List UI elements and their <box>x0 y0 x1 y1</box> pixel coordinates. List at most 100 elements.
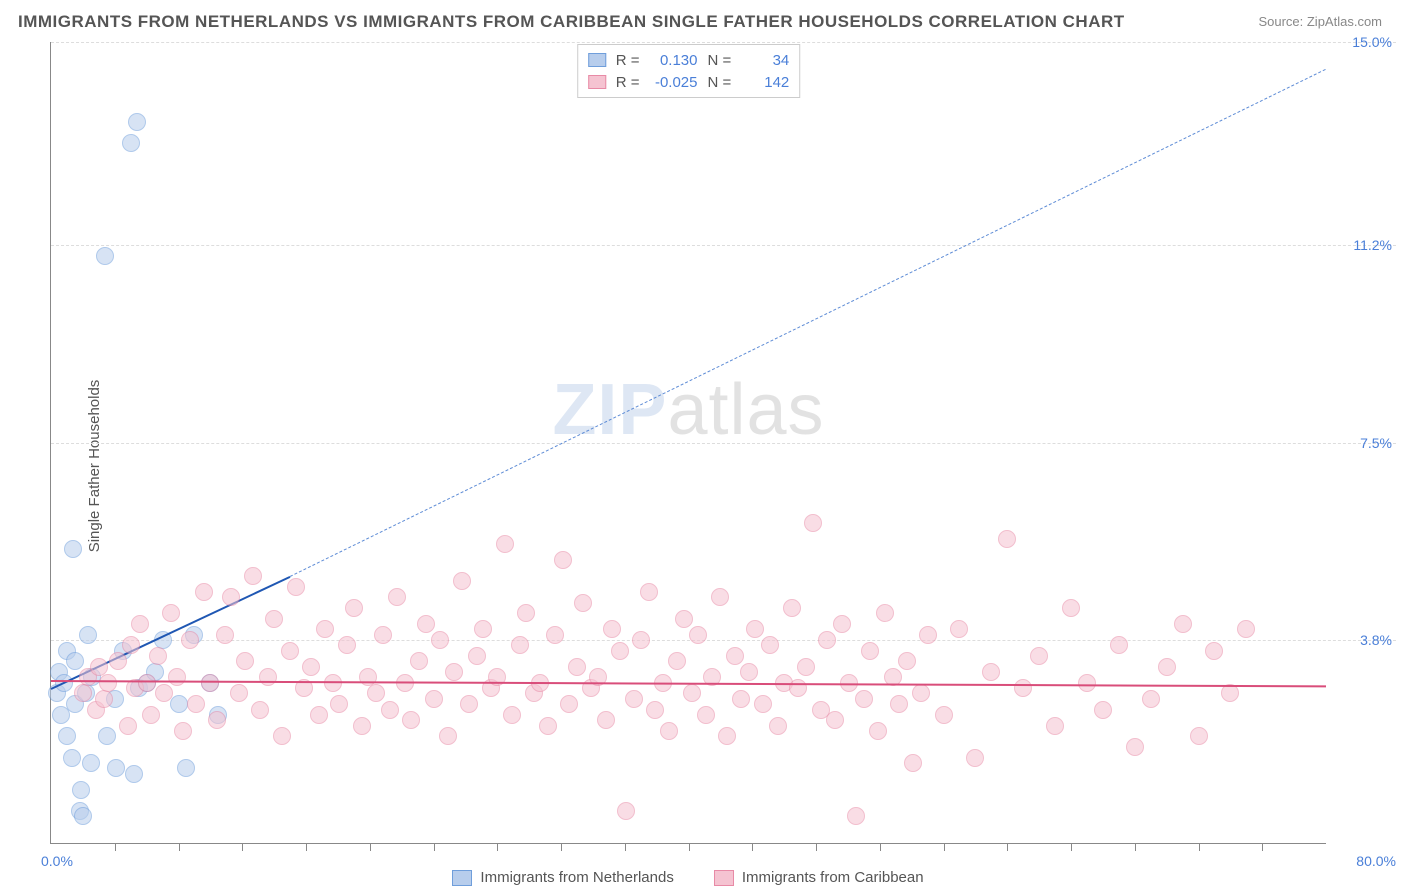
scatter-point-caribbean <box>876 604 894 622</box>
scatter-point-caribbean <box>617 802 635 820</box>
scatter-point-netherlands <box>128 113 146 131</box>
scatter-point-caribbean <box>890 695 908 713</box>
scatter-point-netherlands <box>82 754 100 772</box>
scatter-point-caribbean <box>1110 636 1128 654</box>
scatter-point-caribbean <box>402 711 420 729</box>
scatter-point-caribbean <box>904 754 922 772</box>
scatter-point-netherlands <box>107 759 125 777</box>
scatter-point-caribbean <box>131 615 149 633</box>
scatter-point-caribbean <box>417 615 435 633</box>
scatter-point-netherlands <box>122 134 140 152</box>
legend-label: Immigrants from Netherlands <box>480 869 673 886</box>
scatter-point-caribbean <box>195 583 213 601</box>
scatter-point-caribbean <box>726 647 744 665</box>
x-tick <box>370 843 371 851</box>
scatter-point-caribbean <box>568 658 586 676</box>
scatter-point-caribbean <box>109 652 127 670</box>
gridline <box>51 640 1396 641</box>
scatter-point-caribbean <box>611 642 629 660</box>
scatter-point-caribbean <box>982 663 1000 681</box>
x-tick <box>689 843 690 851</box>
x-tick <box>179 843 180 851</box>
scatter-point-caribbean <box>208 711 226 729</box>
scatter-point-caribbean <box>560 695 578 713</box>
x-tick <box>561 843 562 851</box>
correlation-stats-box: R = 0.130 N = 34 R = -0.025 N = 142 <box>577 44 801 98</box>
scatter-point-caribbean <box>1078 674 1096 692</box>
n-value: 34 <box>741 52 789 69</box>
scatter-point-netherlands <box>79 626 97 644</box>
r-value: -0.025 <box>650 74 698 91</box>
scatter-point-caribbean <box>244 567 262 585</box>
scatter-point-caribbean <box>496 535 514 553</box>
scatter-point-caribbean <box>833 615 851 633</box>
scatter-point-caribbean <box>95 690 113 708</box>
scatter-point-caribbean <box>251 701 269 719</box>
y-tick-label: 15.0% <box>1352 34 1392 50</box>
scatter-point-caribbean <box>425 690 443 708</box>
x-tick <box>880 843 881 851</box>
legend-item-caribbean: Immigrants from Caribbean <box>714 869 924 886</box>
scatter-point-caribbean <box>869 722 887 740</box>
chart-container: Single Father Households ZIPatlas R = 0.… <box>0 40 1406 892</box>
scatter-point-netherlands <box>58 727 76 745</box>
x-tick <box>1262 843 1263 851</box>
x-max-label: 80.0% <box>1356 853 1396 869</box>
x-tick <box>1071 843 1072 851</box>
scatter-point-caribbean <box>539 717 557 735</box>
r-label: R = <box>616 74 640 91</box>
x-origin-label: 0.0% <box>41 853 73 869</box>
gridline <box>51 42 1396 43</box>
scatter-point-caribbean <box>74 684 92 702</box>
scatter-point-caribbean <box>711 588 729 606</box>
x-tick <box>497 843 498 851</box>
scatter-point-netherlands <box>98 727 116 745</box>
y-tick-label: 7.5% <box>1360 435 1392 451</box>
scatter-point-caribbean <box>769 717 787 735</box>
y-tick-label: 3.8% <box>1360 632 1392 648</box>
scatter-point-netherlands <box>72 781 90 799</box>
scatter-point-caribbean <box>281 642 299 660</box>
plot-area: ZIPatlas R = 0.130 N = 34 R = -0.025 N =… <box>50 42 1326 844</box>
scatter-point-caribbean <box>353 717 371 735</box>
scatter-point-caribbean <box>330 695 348 713</box>
scatter-point-caribbean <box>546 626 564 644</box>
scatter-point-caribbean <box>632 631 650 649</box>
scatter-point-caribbean <box>935 706 953 724</box>
scatter-point-caribbean <box>142 706 160 724</box>
scatter-point-caribbean <box>861 642 879 660</box>
scatter-point-caribbean <box>783 599 801 617</box>
scatter-point-netherlands <box>125 765 143 783</box>
scatter-point-netherlands <box>66 652 84 670</box>
source-attribution: Source: ZipAtlas.com <box>1258 14 1382 29</box>
scatter-point-caribbean <box>310 706 328 724</box>
swatch-netherlands-icon <box>588 53 606 67</box>
y-tick-label: 11.2% <box>1353 237 1392 253</box>
scatter-point-caribbean <box>155 684 173 702</box>
scatter-point-caribbean <box>201 674 219 692</box>
scatter-point-caribbean <box>90 658 108 676</box>
scatter-point-caribbean <box>367 684 385 702</box>
scatter-point-netherlands <box>96 247 114 265</box>
r-value: 0.130 <box>650 52 698 69</box>
swatch-caribbean-icon <box>588 75 606 89</box>
scatter-point-caribbean <box>1126 738 1144 756</box>
scatter-point-caribbean <box>149 647 167 665</box>
scatter-point-caribbean <box>660 722 678 740</box>
scatter-point-caribbean <box>236 652 254 670</box>
gridline <box>51 245 1396 246</box>
scatter-point-caribbean <box>847 807 865 825</box>
scatter-point-caribbean <box>732 690 750 708</box>
x-tick <box>306 843 307 851</box>
scatter-point-caribbean <box>431 631 449 649</box>
scatter-point-caribbean <box>1046 717 1064 735</box>
scatter-point-caribbean <box>1158 658 1176 676</box>
scatter-point-caribbean <box>818 631 836 649</box>
scatter-point-caribbean <box>168 668 186 686</box>
scatter-point-caribbean <box>119 717 137 735</box>
scatter-point-caribbean <box>453 572 471 590</box>
scatter-point-caribbean <box>1190 727 1208 745</box>
scatter-point-caribbean <box>754 695 772 713</box>
scatter-point-caribbean <box>746 620 764 638</box>
scatter-point-caribbean <box>668 652 686 670</box>
